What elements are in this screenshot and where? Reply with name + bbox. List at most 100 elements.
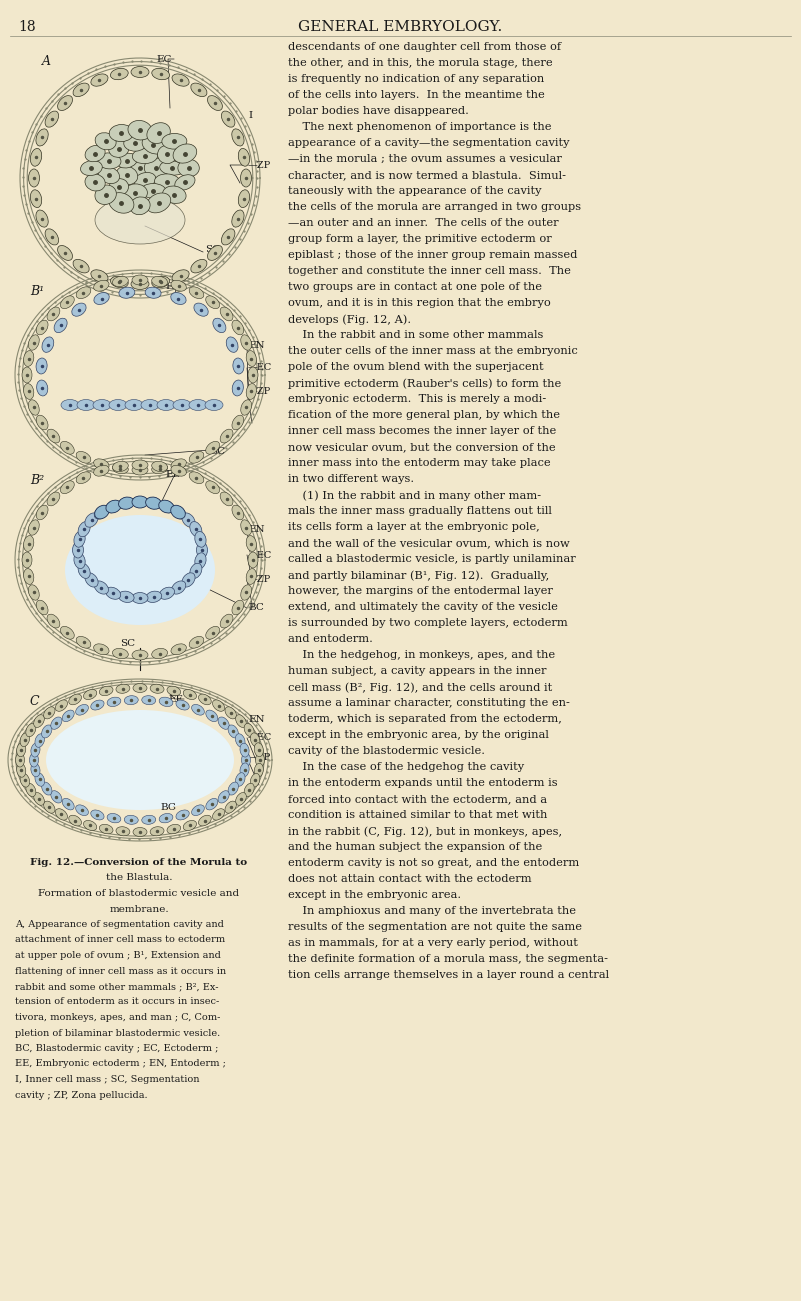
Ellipse shape bbox=[189, 636, 204, 648]
Text: in the rabbit (C, Fig. 12), but in monkeys, apes,: in the rabbit (C, Fig. 12), but in monke… bbox=[288, 826, 562, 837]
Ellipse shape bbox=[19, 275, 261, 476]
Ellipse shape bbox=[159, 501, 175, 513]
Ellipse shape bbox=[190, 563, 202, 579]
Ellipse shape bbox=[45, 229, 58, 245]
Ellipse shape bbox=[254, 743, 264, 757]
Ellipse shape bbox=[78, 522, 91, 537]
Text: EN: EN bbox=[248, 716, 264, 725]
Text: In the case of the hedgehog the cavity: In the case of the hedgehog the cavity bbox=[288, 762, 524, 771]
Ellipse shape bbox=[22, 552, 32, 569]
Ellipse shape bbox=[191, 259, 207, 273]
Ellipse shape bbox=[47, 307, 60, 321]
Text: cell mass (B², Fig. 12), and the cells around it: cell mass (B², Fig. 12), and the cells a… bbox=[288, 682, 552, 692]
Ellipse shape bbox=[15, 753, 25, 768]
Ellipse shape bbox=[191, 704, 204, 716]
Text: in the entoderm expands until the entoderm is: in the entoderm expands until the entode… bbox=[288, 778, 557, 788]
Text: SC: SC bbox=[210, 448, 225, 457]
Ellipse shape bbox=[94, 293, 109, 304]
Text: primitive ectoderm (Rauber's cells) to form the: primitive ectoderm (Rauber's cells) to f… bbox=[288, 379, 562, 389]
Ellipse shape bbox=[85, 513, 98, 527]
Ellipse shape bbox=[135, 173, 156, 187]
Text: (1) In the rabbit and in many other mam-: (1) In the rabbit and in many other mam- bbox=[288, 490, 541, 501]
Ellipse shape bbox=[29, 169, 39, 187]
Ellipse shape bbox=[171, 466, 187, 476]
Ellipse shape bbox=[77, 399, 95, 411]
Ellipse shape bbox=[116, 826, 130, 835]
Ellipse shape bbox=[75, 805, 88, 816]
Ellipse shape bbox=[75, 704, 88, 716]
Ellipse shape bbox=[36, 209, 48, 228]
Ellipse shape bbox=[218, 717, 229, 730]
Ellipse shape bbox=[228, 782, 239, 795]
Text: cavity of the blastodermic vesicle.: cavity of the blastodermic vesicle. bbox=[288, 745, 485, 756]
Ellipse shape bbox=[235, 773, 245, 786]
Ellipse shape bbox=[246, 350, 256, 367]
Ellipse shape bbox=[173, 144, 197, 163]
Text: —ZP: —ZP bbox=[248, 160, 272, 169]
Text: and the human subject the expansion of the: and the human subject the expansion of t… bbox=[288, 842, 542, 852]
Text: EE, Embryonic ectoderm ; EN, Entoderm ;: EE, Embryonic ectoderm ; EN, Entoderm ; bbox=[15, 1059, 226, 1068]
Ellipse shape bbox=[240, 169, 252, 187]
Ellipse shape bbox=[34, 714, 44, 727]
Ellipse shape bbox=[94, 459, 109, 470]
Text: EE: EE bbox=[165, 282, 180, 291]
Ellipse shape bbox=[23, 350, 34, 367]
Ellipse shape bbox=[69, 693, 82, 705]
Ellipse shape bbox=[23, 569, 34, 584]
Ellipse shape bbox=[23, 384, 34, 399]
Ellipse shape bbox=[199, 816, 211, 826]
Text: BC: BC bbox=[160, 804, 176, 813]
Ellipse shape bbox=[72, 303, 86, 316]
Ellipse shape bbox=[142, 137, 165, 154]
Ellipse shape bbox=[58, 95, 73, 111]
Ellipse shape bbox=[132, 496, 148, 507]
Text: —EC: —EC bbox=[248, 550, 272, 559]
Ellipse shape bbox=[106, 587, 121, 600]
Ellipse shape bbox=[106, 501, 121, 513]
Text: pole of the ovum blend with the superjacent: pole of the ovum blend with the superjac… bbox=[288, 362, 544, 372]
Ellipse shape bbox=[133, 827, 147, 837]
Text: at upper pole of ovum ; B¹, Extension and: at upper pole of ovum ; B¹, Extension an… bbox=[15, 951, 221, 960]
Ellipse shape bbox=[130, 196, 150, 215]
Ellipse shape bbox=[109, 141, 129, 157]
Ellipse shape bbox=[207, 246, 223, 260]
Ellipse shape bbox=[91, 269, 108, 282]
Text: rabbit and some other mammals ; B², Ex-: rabbit and some other mammals ; B², Ex- bbox=[15, 982, 219, 991]
Text: tivora, monkeys, apes, and man ; C, Com-: tivora, monkeys, apes, and man ; C, Com- bbox=[15, 1013, 220, 1023]
Ellipse shape bbox=[182, 513, 195, 527]
Ellipse shape bbox=[76, 636, 91, 648]
Ellipse shape bbox=[107, 813, 121, 822]
Ellipse shape bbox=[20, 732, 30, 747]
Text: except in the embryonic area, by the original: except in the embryonic area, by the ori… bbox=[288, 730, 549, 740]
Ellipse shape bbox=[85, 572, 98, 587]
Text: taneously with the appearance of the cavity: taneously with the appearance of the cav… bbox=[288, 186, 541, 196]
Ellipse shape bbox=[189, 286, 204, 299]
Text: appearance of a cavity—the segmentation cavity: appearance of a cavity—the segmentation … bbox=[288, 138, 570, 148]
Ellipse shape bbox=[173, 399, 191, 411]
Text: inner cell mass becomes the inner layer of the: inner cell mass becomes the inner layer … bbox=[288, 425, 556, 436]
Ellipse shape bbox=[220, 307, 233, 321]
Ellipse shape bbox=[151, 276, 167, 286]
Ellipse shape bbox=[150, 684, 164, 693]
Text: EN: EN bbox=[248, 526, 264, 535]
Ellipse shape bbox=[142, 816, 155, 825]
Text: mals the inner mass gradually flattens out till: mals the inner mass gradually flattens o… bbox=[288, 506, 552, 516]
Ellipse shape bbox=[151, 276, 170, 288]
Ellipse shape bbox=[73, 259, 89, 273]
Ellipse shape bbox=[119, 591, 134, 602]
Text: —EC: —EC bbox=[248, 734, 272, 743]
Ellipse shape bbox=[131, 66, 149, 78]
Ellipse shape bbox=[221, 229, 235, 245]
Ellipse shape bbox=[37, 380, 48, 396]
Ellipse shape bbox=[42, 337, 54, 353]
Text: its cells form a layer at the embryonic pole,: its cells form a layer at the embryonic … bbox=[288, 522, 540, 532]
Text: however, the margins of the entodermal layer: however, the margins of the entodermal l… bbox=[288, 585, 553, 596]
Text: tion cells arrange themselves in a layer round a central: tion cells arrange themselves in a layer… bbox=[288, 971, 609, 980]
Ellipse shape bbox=[28, 584, 39, 600]
Ellipse shape bbox=[151, 463, 167, 474]
Ellipse shape bbox=[171, 644, 187, 654]
Text: and entoderm.: and entoderm. bbox=[288, 634, 373, 644]
Ellipse shape bbox=[241, 753, 251, 768]
Text: Formation of blastodermic vesicle and: Formation of blastodermic vesicle and bbox=[38, 889, 239, 898]
Text: the outer cells of the inner mass at the embryonic: the outer cells of the inner mass at the… bbox=[288, 346, 578, 356]
